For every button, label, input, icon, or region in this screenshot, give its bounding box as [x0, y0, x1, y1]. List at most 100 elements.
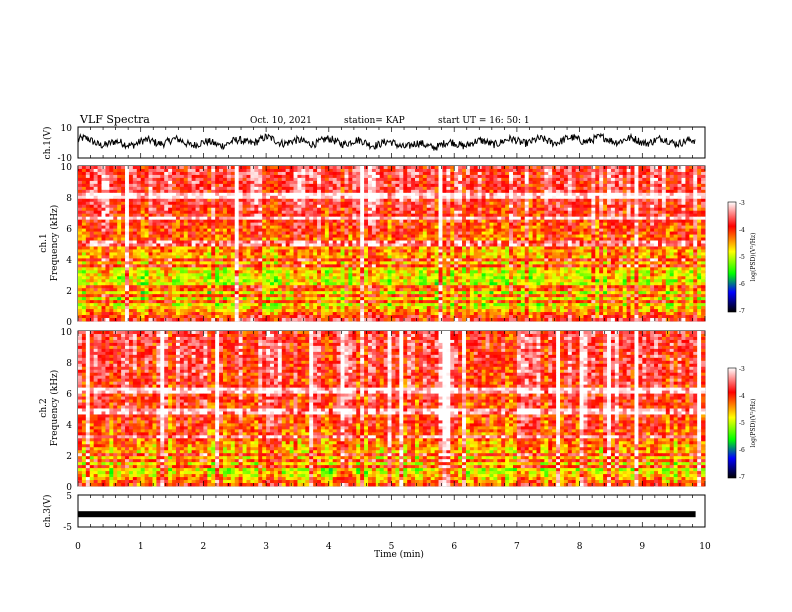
spectrogram-cell — [289, 213, 294, 218]
spectrogram-cell — [175, 171, 181, 176]
spectrogram-cell — [701, 210, 706, 215]
spectrogram-cell — [277, 243, 283, 247]
spectrogram-cell — [673, 213, 678, 218]
spectrogram-cell — [465, 234, 471, 238]
spectrogram-cell — [222, 183, 228, 188]
spectrogram-cell — [387, 207, 392, 212]
spectrogram-cell — [524, 231, 530, 235]
spectrogram-cell — [211, 243, 216, 247]
spectrogram-cell — [497, 231, 502, 235]
spectrogram-cell — [352, 174, 357, 179]
spectrogram-cell — [603, 228, 608, 232]
spectrogram-cell — [673, 195, 678, 200]
spectrogram-cell — [109, 255, 114, 259]
spectrogram-cell — [344, 219, 349, 224]
spectrogram-cell — [607, 237, 612, 241]
spectrogram-cell — [179, 207, 185, 212]
spectrogram-cell — [512, 225, 518, 229]
spectrogram-cell — [78, 180, 83, 185]
spectrogram-cell — [222, 234, 228, 238]
spectrogram-cell — [673, 189, 678, 194]
spectrogram-cell — [152, 171, 157, 176]
spectrogram-cell — [599, 234, 604, 238]
spectrogram-cell — [179, 195, 185, 200]
spectrogram-cell — [501, 255, 506, 259]
spectrogram-cell — [89, 252, 95, 256]
spectrogram-cell — [524, 249, 530, 253]
spectrogram-cell — [183, 204, 189, 209]
spectrogram-cell — [512, 228, 518, 232]
spectrogram-cell — [418, 219, 424, 224]
spectrogram-cell — [101, 237, 106, 241]
spectrogram-cell — [352, 237, 357, 241]
spectrogram-cell — [650, 171, 655, 176]
spectrogram-cell — [536, 186, 541, 191]
spectrogram-cell — [383, 243, 388, 247]
spectrogram-cell — [446, 216, 451, 221]
spectrogram-cell — [426, 201, 432, 206]
spectrogram-cell — [622, 174, 628, 179]
spectrogram-cell — [579, 228, 584, 232]
spectrogram-cell — [654, 192, 659, 197]
spectrogram-cell — [305, 234, 310, 238]
spectrogram-cell — [415, 228, 420, 232]
spectrogram-cell — [281, 252, 287, 256]
spectrogram-cell — [693, 192, 698, 197]
spectrogram-cell — [152, 195, 157, 200]
spectrogram-cell — [516, 166, 522, 170]
spectrogram-cell — [328, 174, 334, 179]
spectrogram-cell — [254, 186, 259, 191]
spectrogram-cell — [113, 249, 118, 253]
spectrogram-cell — [148, 189, 153, 194]
spectrogram-cell — [109, 231, 114, 235]
spectrogram-cell — [438, 243, 443, 247]
spectrogram-cell — [493, 228, 498, 232]
spectrogram-cell — [187, 216, 193, 221]
spectrogram-cell — [230, 166, 236, 170]
spectrogram-cell — [317, 225, 322, 229]
spectrogram-cell — [579, 201, 584, 206]
spectrogram-cell — [481, 204, 486, 209]
spectrogram-cell — [512, 252, 518, 256]
spectrogram-cell — [685, 189, 690, 194]
spectrogram-cell — [411, 192, 416, 197]
spectrogram-cell — [516, 186, 522, 191]
spectrogram-cell — [650, 222, 655, 227]
spectrogram-cell — [93, 192, 98, 197]
spectrogram-cell — [462, 210, 467, 215]
spectrogram-cell — [203, 210, 208, 215]
spectrogram-cell — [630, 189, 635, 194]
spectrogram-cell — [610, 198, 616, 203]
spectrogram-cell — [93, 174, 98, 179]
spectrogram-cell — [548, 228, 553, 232]
spectrogram-cell — [317, 177, 322, 182]
spectrogram-cell — [552, 177, 557, 182]
spectrogram-cell — [144, 246, 149, 250]
spectrogram-cell — [207, 234, 212, 238]
spectrogram-cell — [469, 168, 475, 173]
spectrogram-cell — [270, 174, 275, 179]
spectrogram-cell — [387, 240, 392, 244]
spectrogram-cell — [485, 174, 490, 179]
spectrogram-cell — [485, 166, 490, 170]
spectrogram-cell — [528, 255, 533, 259]
spectrogram-cell — [540, 183, 545, 188]
spectrogram-cell — [297, 195, 302, 200]
spectrogram-cell — [301, 210, 306, 215]
spectrogram-cell — [128, 258, 134, 262]
spectrogram-cell — [387, 243, 392, 247]
spectrogram-cell — [246, 249, 251, 253]
spectrogram-cell — [587, 216, 592, 221]
spectrogram-cell — [85, 237, 91, 241]
spectrogram-cell — [226, 213, 232, 218]
spectrogram-cell — [657, 222, 663, 227]
spectrogram-cell — [344, 222, 349, 227]
spectrogram-cell — [367, 225, 373, 229]
spectrogram-cell — [273, 234, 279, 238]
spectrogram-cell — [556, 219, 561, 224]
spectrogram-cell — [563, 213, 569, 218]
spectrogram-cell — [273, 177, 279, 182]
spectrogram-cell — [532, 174, 537, 179]
spectrogram-cell — [348, 166, 353, 170]
spectrogram-cell — [403, 246, 408, 250]
